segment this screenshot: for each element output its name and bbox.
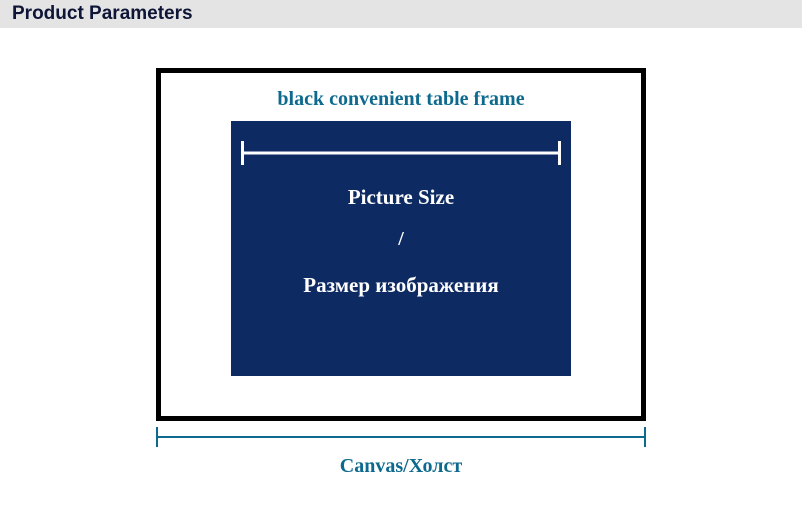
bottom-label: Canvas/Холст: [340, 455, 462, 478]
picture-size-en: Picture Size: [348, 185, 454, 210]
inner-panel: Picture Size / Размер изображения: [231, 121, 571, 376]
dim-hline-icon: [241, 152, 561, 155]
header-bar: Product Parameters: [0, 0, 802, 28]
width-dimension-line: [241, 141, 561, 165]
bottom-tick-right-icon: [644, 427, 646, 447]
picture-size-slash: /: [398, 228, 404, 251]
bottom-hline-icon: [156, 436, 646, 438]
picture-size-ru: Размер изображения: [303, 273, 498, 298]
page-title: Product Parameters: [12, 3, 193, 25]
top-label: black convenient table frame: [277, 88, 524, 111]
canvas-dimension-line: [156, 427, 646, 447]
content-area: black convenient table frame Picture Siz…: [0, 28, 802, 478]
dim-tick-right-icon: [558, 141, 561, 165]
outer-frame: black convenient table frame Picture Siz…: [156, 68, 646, 421]
